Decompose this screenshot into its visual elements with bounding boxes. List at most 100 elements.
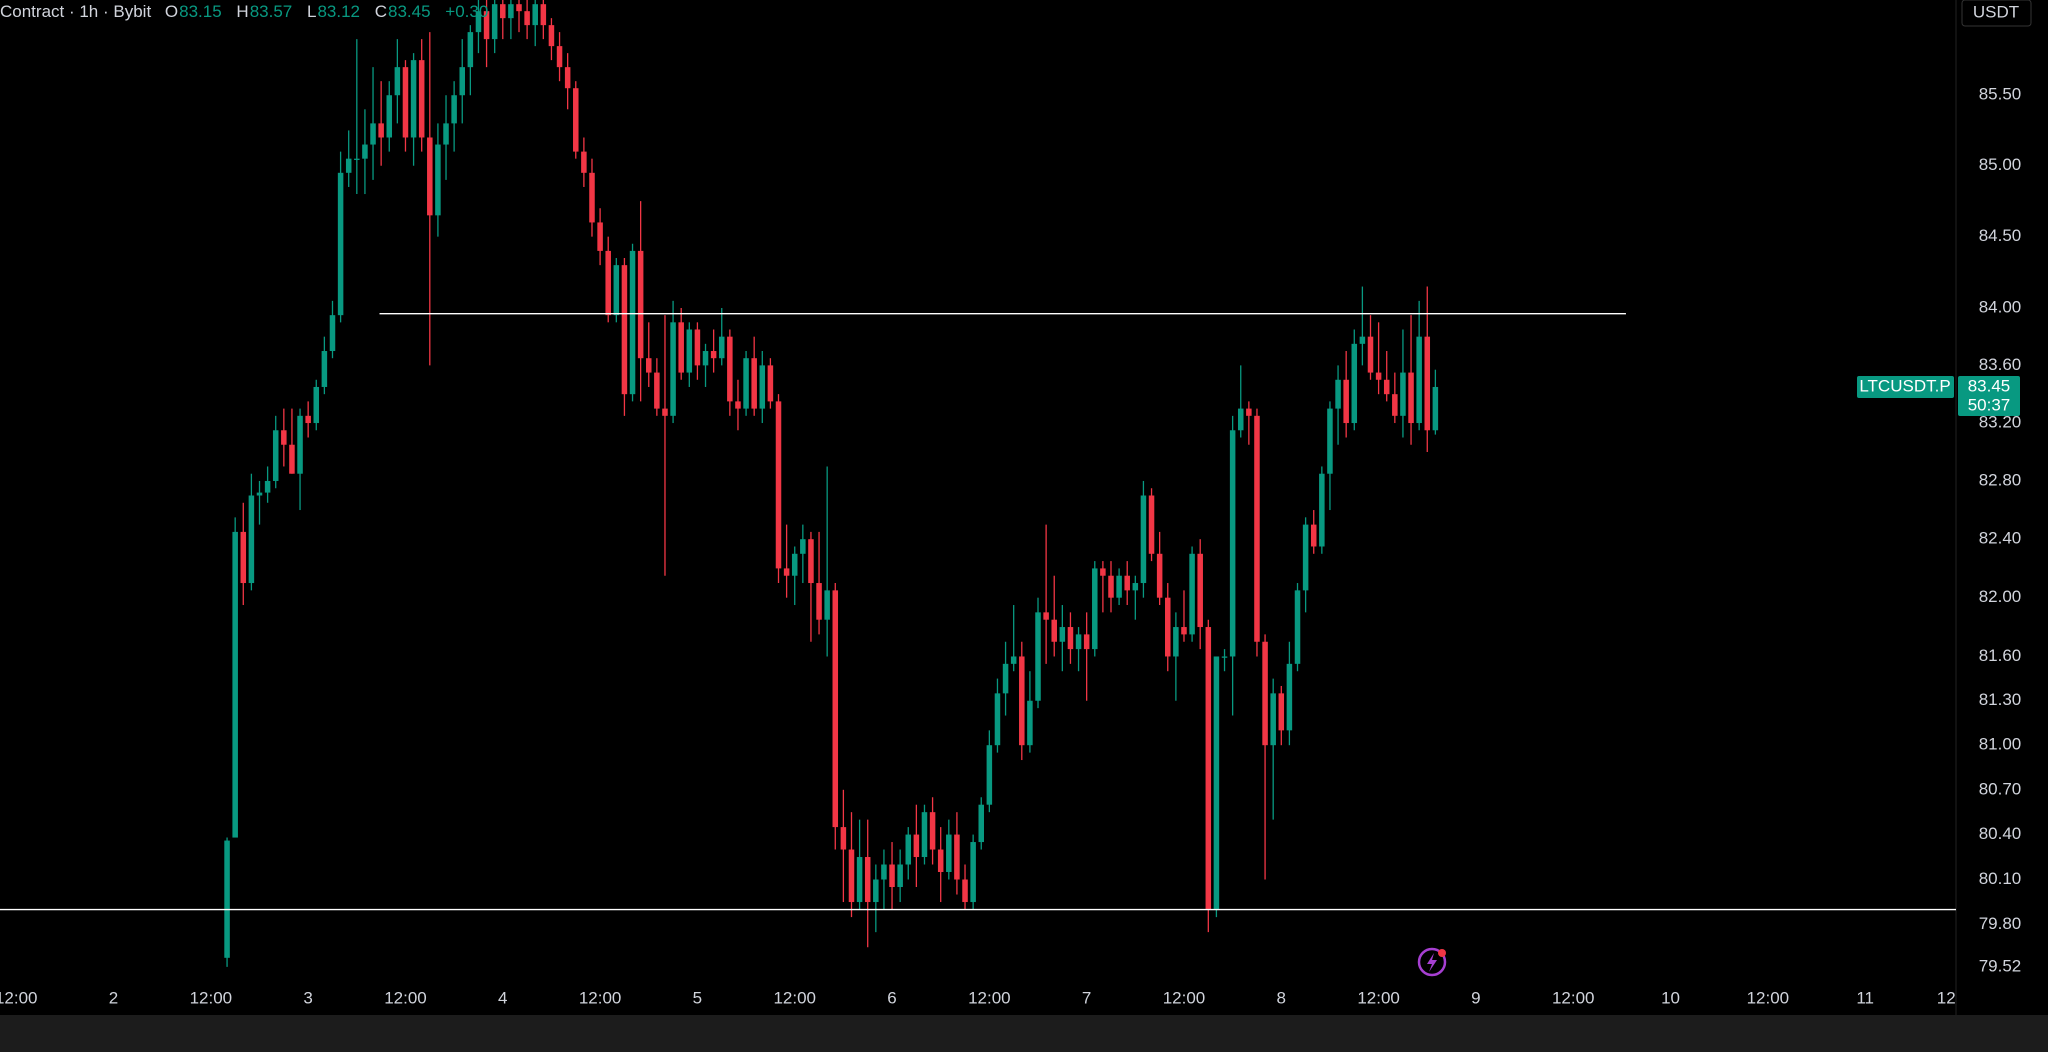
candle-body (248, 495, 255, 584)
candle-body (224, 840, 230, 958)
y-tick-label: 85.50 (1979, 85, 2022, 104)
alert-icon-ring[interactable] (1417, 947, 1447, 977)
candle-body (1181, 627, 1187, 635)
currency-button-box[interactable] (1961, 0, 2032, 27)
currency-button[interactable]: USDT (1961, 0, 2032, 27)
candle-body (1319, 473, 1325, 547)
y-tick-label: 80.40 (1979, 824, 2022, 843)
candle-body (1254, 415, 1260, 642)
candle-body (694, 329, 701, 366)
candle-body (856, 857, 863, 903)
candle-body (824, 590, 830, 620)
candle-body (1424, 336, 1431, 431)
y-tick-label: 79.80 (1979, 914, 2022, 933)
x-tick-label: 10 (1661, 988, 1680, 1007)
candle-body (832, 590, 839, 828)
candle-body (1165, 597, 1171, 657)
candle-body (378, 123, 384, 138)
candle-body (1367, 336, 1374, 373)
alert-icon-bolt[interactable] (1427, 953, 1437, 972)
candle-body (718, 336, 725, 359)
y-tick-label: 84.50 (1979, 226, 2022, 245)
y-tick-label: 80.10 (1979, 869, 2022, 888)
candle-body (1375, 372, 1382, 380)
candle-body (816, 583, 822, 620)
candle-body (451, 95, 457, 124)
candle-body (808, 539, 814, 584)
y-tick-label: 79.52 (1979, 956, 2022, 975)
bottom-bar (0, 1015, 2048, 1052)
candle-body (881, 864, 887, 880)
candle-body (1408, 372, 1414, 424)
x-tick-label: 2 (109, 988, 118, 1007)
candle-body (394, 67, 401, 96)
candle-body (264, 480, 271, 493)
candle-body (581, 151, 587, 173)
candle-body (873, 879, 879, 903)
candle-body (467, 32, 474, 68)
x-tick-label: 12:00 (1552, 988, 1595, 1007)
symbol-label: LTCUSDT.P (1859, 376, 1950, 395)
candle-body (1221, 656, 1228, 658)
candle-body (1262, 641, 1268, 746)
y-tick-label: 85.00 (1979, 155, 2022, 174)
candle-body (783, 568, 790, 576)
candle-body (281, 430, 287, 445)
candle-body (1400, 372, 1406, 416)
candle-body (1286, 663, 1293, 731)
candle-body (1035, 612, 1041, 701)
candle-body (1432, 386, 1439, 431)
y-tick-label: 81.60 (1979, 646, 2022, 665)
candle-body (240, 531, 247, 584)
y-tick-label: 80.70 (1979, 779, 2022, 798)
x-tick-label: 9 (1471, 988, 1480, 1007)
candle-body (970, 842, 976, 903)
candle-body (1100, 568, 1106, 576)
candle-body (1213, 656, 1220, 910)
x-tick-label: 12:00 (773, 988, 816, 1007)
candle-body (937, 849, 944, 873)
candle-body (524, 11, 530, 26)
candle-body (848, 849, 855, 903)
candle-body (321, 351, 328, 387)
candle-body (678, 322, 684, 373)
candle-body (272, 430, 279, 481)
candle-body (645, 358, 652, 373)
candle-body (1059, 627, 1066, 642)
candle-body (1392, 394, 1398, 416)
candle-body (1067, 627, 1074, 650)
candle-body (1010, 656, 1017, 664)
candle-body (548, 25, 555, 47)
candle-body (500, 4, 506, 19)
candle-body (1148, 495, 1155, 554)
candle-body (727, 336, 733, 402)
price-badge (1958, 375, 2020, 416)
candle-body (1027, 700, 1033, 746)
candle-body (1383, 379, 1390, 395)
candle-body (573, 88, 579, 152)
candle-body (605, 250, 611, 316)
candle-body (702, 351, 709, 366)
x-tick-label: 5 (693, 988, 702, 1007)
y-tick-label: 83.60 (1979, 355, 2022, 374)
candle-body (954, 834, 960, 880)
candle-body (929, 812, 936, 850)
symbol-badge (1857, 375, 1954, 398)
candle-body (345, 158, 352, 173)
candle-body (427, 137, 433, 216)
candle-body (232, 531, 238, 838)
header-low: 83.12 (317, 2, 360, 21)
candle-body (1237, 408, 1244, 431)
candle-body (637, 250, 644, 359)
candle-body (654, 372, 660, 409)
candle-body (556, 46, 563, 68)
candle-body (1116, 575, 1122, 598)
x-tick-label: 12:00 (384, 988, 427, 1007)
header-high: 83.57 (249, 2, 293, 21)
alert-icon[interactable] (1417, 947, 1447, 977)
candle-body (889, 864, 895, 888)
currency-button-label[interactable]: USDT (1973, 2, 2019, 21)
candle-body (1092, 568, 1098, 650)
candle-body (662, 408, 668, 416)
